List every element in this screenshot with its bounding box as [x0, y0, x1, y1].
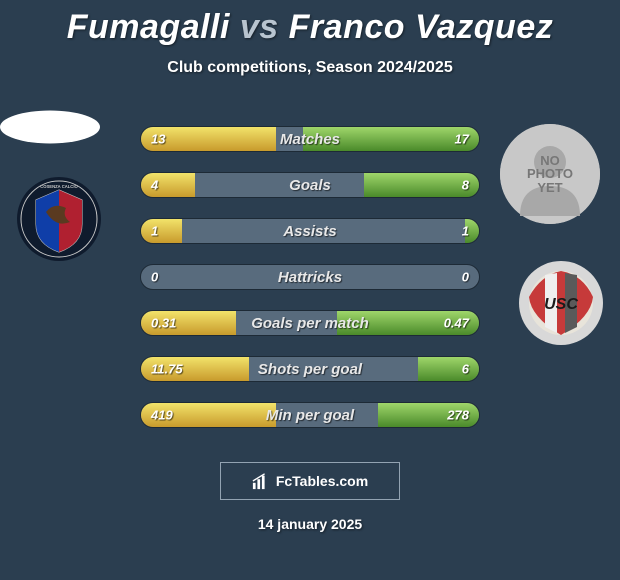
stat-value-right: 0	[462, 270, 469, 285]
player-right-crest: USC	[518, 260, 604, 346]
stat-value-right: 278	[447, 408, 469, 423]
stat-fill-right	[418, 357, 479, 381]
stat-value-right: 6	[462, 362, 469, 377]
stat-label: Matches	[280, 131, 340, 148]
stat-value-left: 4	[151, 178, 158, 193]
cremonese-crest-icon: USC	[518, 260, 604, 346]
fctables-logo-icon	[252, 472, 270, 490]
footer-text: FcTables.com	[276, 473, 368, 489]
stat-value-right: 17	[455, 132, 469, 147]
stat-value-right: 0.47	[444, 316, 469, 331]
stat-value-left: 13	[151, 132, 165, 147]
season-subtitle: Club competitions, Season 2024/2025	[0, 59, 620, 77]
player-left-photo	[0, 111, 100, 144]
stat-row: 11.75 6 Shots per goal	[140, 356, 480, 382]
stat-value-right: 1	[462, 224, 469, 239]
stat-value-left: 0.31	[151, 316, 176, 331]
player-left-crest: COSENZA CALCIO	[16, 176, 102, 262]
comparison-title: Fumagalli vs Franco Vazquez	[0, 0, 620, 47]
stat-row: 1 1 Assists	[140, 218, 480, 244]
cosenza-crest-icon: COSENZA CALCIO	[16, 176, 102, 262]
stat-value-left: 1	[151, 224, 158, 239]
stat-row: 13 17 Matches	[140, 126, 480, 152]
stat-row: 419 278 Min per goal	[140, 402, 480, 428]
stat-value-left: 11.75	[151, 362, 183, 377]
stat-label: Hattricks	[278, 269, 342, 286]
player-right-photo: NO PHOTO YET	[500, 124, 600, 224]
stat-label: Min per goal	[266, 407, 354, 424]
stat-value-left: 0	[151, 270, 158, 285]
stat-row: 0.31 0.47 Goals per match	[140, 310, 480, 336]
svg-text:USC: USC	[544, 296, 578, 313]
stat-value-left: 419	[151, 408, 173, 423]
stat-label: Shots per goal	[258, 361, 362, 378]
stat-row: 0 0 Hattricks	[140, 264, 480, 290]
stat-label: Goals per match	[251, 315, 369, 332]
stat-rows: 13 17 Matches 4 8 Goals 1 1 Assists 0 0 Hattricks 0.…	[140, 126, 480, 448]
stat-label: Goals	[289, 177, 331, 194]
stat-label: Assists	[283, 223, 336, 240]
stat-fill-left	[141, 219, 182, 243]
stat-value-right: 8	[462, 178, 469, 193]
footer-attribution[interactable]: FcTables.com	[220, 462, 400, 500]
footer-date: 14 january 2025	[0, 516, 620, 532]
stat-fill-left	[141, 173, 195, 197]
stat-row: 4 8 Goals	[140, 172, 480, 198]
no-photo-label: NO PHOTO YET	[527, 154, 573, 195]
svg-text:COSENZA CALCIO: COSENZA CALCIO	[40, 184, 78, 189]
